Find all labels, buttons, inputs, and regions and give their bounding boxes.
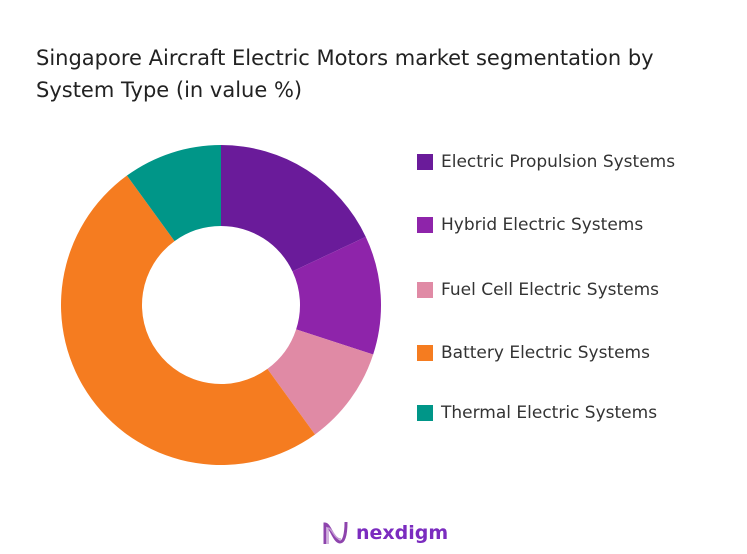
- legend-label: Hybrid Electric Systems: [441, 215, 644, 235]
- legend-swatch: [417, 405, 433, 421]
- legend-item: Fuel Cell Electric Systems: [417, 280, 659, 300]
- legend-label: Thermal Electric Systems: [441, 403, 658, 423]
- legend-item: Hybrid Electric Systems: [417, 215, 643, 235]
- donut-slice-battery-electric-systems: [61, 175, 316, 465]
- legend-swatch: [417, 345, 433, 361]
- donut-slice-fuel-cell-electric-systems: [267, 329, 374, 435]
- legend-swatch: [417, 154, 433, 170]
- chart-title: Singapore Aircraft Electric Motors marke…: [36, 46, 654, 102]
- logo-wave-icon: [323, 521, 348, 544]
- legend-swatch: [417, 217, 433, 233]
- legend-item: Electric Propulsion Systems: [417, 152, 675, 172]
- legend-label: Fuel Cell Electric Systems: [441, 280, 660, 300]
- legend-item: Battery Electric Systems: [417, 343, 650, 363]
- donut-slice-thermal-electric-systems: [126, 145, 221, 242]
- legend-label: Battery Electric Systems: [441, 343, 650, 363]
- legend-swatch: [417, 282, 433, 298]
- legend-label: Electric Propulsion Systems: [441, 152, 676, 172]
- donut-slice-hybrid-electric-systems: [292, 236, 381, 355]
- logo-text: nexdigm: [356, 522, 449, 544]
- donut-slice-electric-propulsion-systems: [221, 145, 366, 272]
- legend-item: Thermal Electric Systems: [417, 403, 657, 423]
- nexdigm-logo: nexdigm: [322, 520, 448, 546]
